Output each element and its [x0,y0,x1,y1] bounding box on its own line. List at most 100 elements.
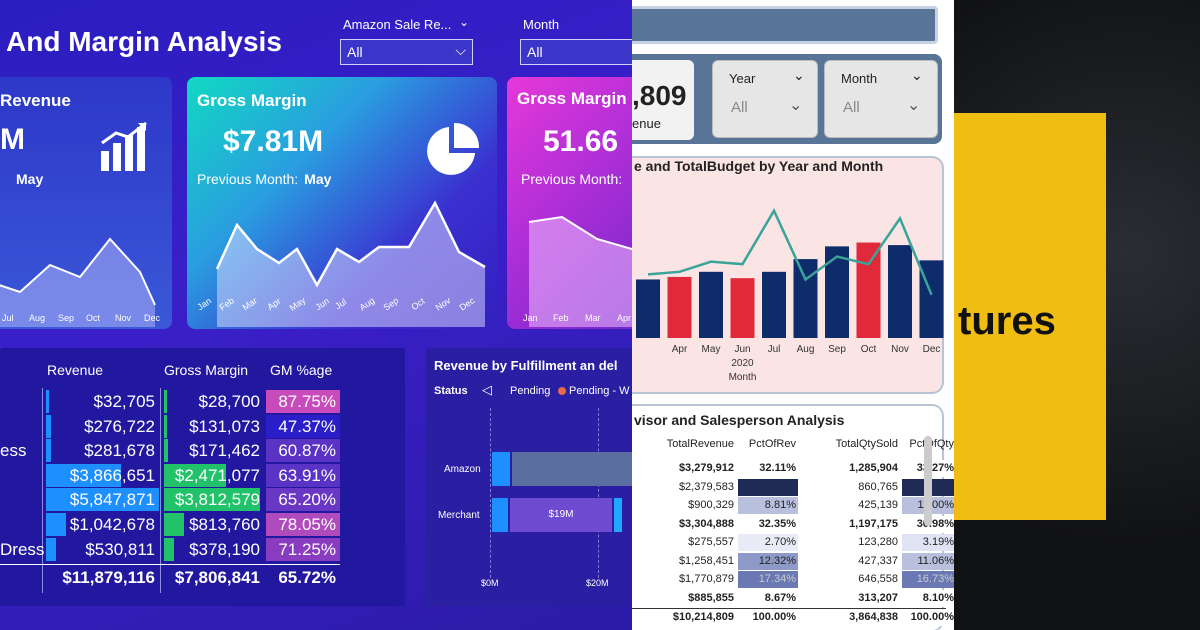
month-label: Apr [617,313,632,323]
revenue-bar[interactable] [730,278,755,338]
x-tick: $20M [586,578,609,588]
chevron-down-icon: ⌵ [455,42,466,58]
gm-percent-area-chart [528,215,632,327]
slicer-chevron-icon[interactable]: ⌄ [459,15,470,29]
gross-margin-data-bar [164,488,260,512]
salesperson-table-card: visor and Salesperson Analysis TotalReve… [632,404,954,630]
kpi-card: ,809 enue [632,60,694,140]
gross-margin-cell: $813,760 [189,515,260,534]
x-axis-title: Month [729,372,757,383]
revenue-budget-combo-chart[interactable]: Apr May Jun Jul Aug Sep Oct Nov Dec 2020 Month [632,158,946,396]
month-label: Jan [523,313,538,323]
col-header-total-revenue[interactable]: TotalRevenue [666,438,734,450]
bar-merchant-segment[interactable] [614,498,622,532]
revenue-bar[interactable] [888,245,912,338]
year-slicer[interactable]: Year ⌄ All ⌄ [712,60,818,138]
gross-margin-cell: $28,700 [198,392,260,411]
table-cell: 12.32% [738,552,798,570]
table-cell: 425,139 [858,499,898,511]
slicer-value: All [527,44,543,60]
table-row[interactable]: $3,279,912 32.11% 1,285,904 33.27% [632,460,954,478]
revenue-bar[interactable] [667,276,692,338]
table-cell: 3,864,838 [849,611,898,623]
chevron-down-icon: ⌄ [789,97,803,114]
table-row[interactable]: $3,866,651 $2,471,077 63.91% [0,463,405,488]
x-tick-label: Jul [768,344,781,355]
bar-amazon-segment[interactable] [512,452,632,486]
table-row[interactable]: Dress $530,811 $378,190 71.25% [0,537,405,562]
col-header-total-qty[interactable]: TotalQtySold [835,438,898,450]
table-row[interactable]: $275,557 2.70% 123,280 3.19% [632,534,954,552]
table-row[interactable]: $276,722 $131,073 47.37% [0,414,405,439]
bar-merchant-segment[interactable]: $19M [510,498,612,532]
table-row[interactable]: $2,379,583 860,765 [632,478,954,497]
revenue-bar[interactable] [825,246,849,338]
table-cell [738,478,798,496]
revenue-bar[interactable] [856,242,881,338]
table-scrollbar[interactable] [924,436,932,526]
col-header-revenue[interactable]: Revenue [47,362,104,378]
table-row[interactable]: $900,329 8.81% 425,139 11.00% [632,497,954,515]
revenue-bar[interactable] [699,271,723,338]
table-cell: $275,557 [688,536,734,548]
table-row[interactable]: $885,855 8.67% 313,207 8.10% [632,589,954,608]
gross-margin-data-bar [164,537,174,561]
table-row[interactable]: $10,214,809 100.00% 3,864,838 100.00% [632,608,954,626]
total-divider [0,564,340,565]
budget-line[interactable] [647,208,933,296]
table-row[interactable]: $3,304,888 32.35% 1,197,175 30.98% [632,515,954,534]
column-divider [42,388,43,593]
year-axis-label: 2020 [731,358,754,369]
table-cell: 646,558 [858,573,898,585]
table-row[interactable]: $32,705 $28,700 87.75% [0,390,405,414]
table-row[interactable]: $1,258,451 12.32% 427,337 11.06% [632,552,954,571]
total-gross-margin: $7,806,841 [174,568,260,587]
month-slicer[interactable]: Month ⌄ All ⌄ [824,60,938,138]
col-header-pct-of-rev[interactable]: PctOfRev [748,438,796,450]
revenue-bar[interactable] [636,279,660,338]
month-slicer[interactable]: All [520,39,632,65]
month-label: Sep [58,313,75,323]
gridline [598,408,599,578]
bar-chart-icon [101,121,147,171]
sale-region-slicer[interactable]: All ⌵ [340,39,473,65]
bar-merchant-segment[interactable] [492,498,508,532]
table-cell: $10,214,809 [672,611,734,623]
table-cell: 860,765 [858,480,898,493]
table-row[interactable]: $1,770,879 17.34% 646,558 16.73% [632,571,954,589]
month-label: Feb [553,313,569,323]
gm-pct-cell: 78.05% [266,513,340,536]
gm-pct-cell: 60.87% [266,439,340,463]
revenue-bar[interactable] [793,259,818,338]
gross-margin-cell: $2,471,077 [174,465,260,485]
x-tick-label: Aug [797,344,815,355]
legend-prev-icon[interactable]: ◁ [482,382,492,397]
table-cell: $1,258,451 [678,554,734,567]
bar-amazon-segment[interactable] [492,452,510,486]
prev-value: May [16,171,44,187]
revenue-cell: $3,866,651 [69,465,155,485]
header-bar [632,6,938,44]
table-cell: 100.00% [902,609,954,626]
table-row[interactable]: $5,847,871 $3,812,579 65.20% [0,488,405,512]
slicer-label: Month [841,71,878,86]
table-cell: 3.19% [902,534,954,551]
revenue-budget-chart-card: e and TotalBudget by Year and Month Apr M… [632,156,944,394]
table-row[interactable]: ess $281,678 $171,462 60.87% [0,439,405,463]
gross-margin-data-bar [164,513,185,536]
gross-margin-cell: $378,190 [189,539,260,559]
revenue-data-bar [46,439,52,463]
slicer-value: All [843,99,860,116]
legend-item: Pending - W [569,385,630,397]
gm-percent-card: Gross Margin 51.66 Previous Month: Jan Fe… [507,77,632,329]
col-header-gross-margin[interactable]: Gross Margin [164,362,249,378]
table-row[interactable]: $1,042,678 $813,760 78.05% [0,513,405,537]
table-cell: $3,279,912 [678,462,734,474]
table-cell: 32.11% [738,460,798,477]
revenue-bar[interactable] [762,271,786,338]
col-header-gm-pct[interactable]: GM %age [270,362,333,378]
chevron-down-icon: ⌄ [907,97,921,114]
legend-item: Pending [510,385,551,397]
x-tick-label: Jun [734,344,750,355]
card-value: $7.81M [223,125,324,158]
